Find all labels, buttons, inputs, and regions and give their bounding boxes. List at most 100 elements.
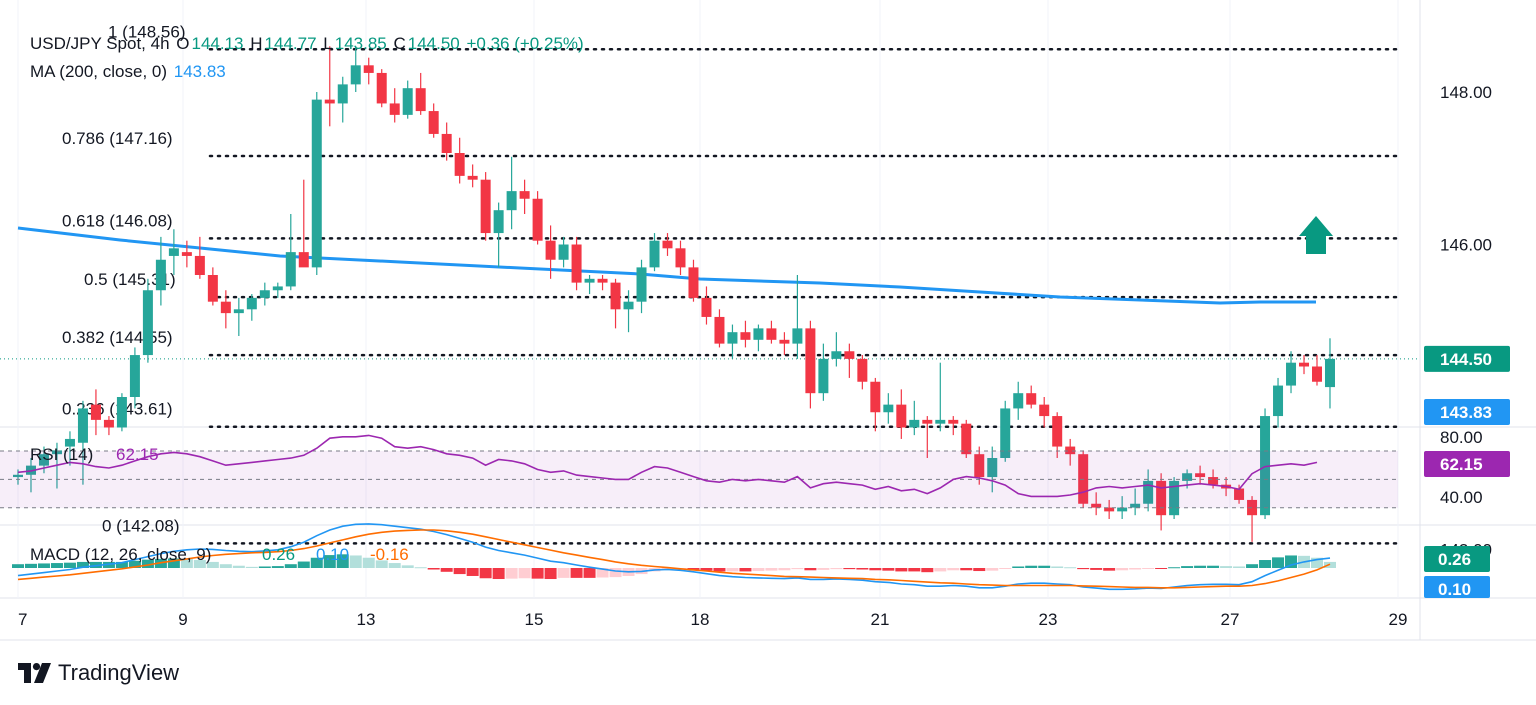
candle-body — [792, 328, 803, 344]
macd-histogram-bar — [544, 568, 557, 580]
high-value: 144.77 — [264, 34, 317, 53]
date-tick-label: 27 — [1221, 610, 1240, 629]
candle-body — [103, 419, 114, 428]
candle-body — [298, 252, 309, 268]
candle-body — [1169, 480, 1180, 516]
grid — [0, 0, 1536, 641]
price-tick-label: 148.00 — [1440, 83, 1492, 102]
macd-histogram-bar — [349, 555, 362, 568]
macd-histogram-bar — [1259, 560, 1272, 568]
candle-body — [181, 252, 192, 256]
macd-signal-value: -0.16 — [370, 545, 409, 564]
macd-histogram-bar — [167, 558, 180, 568]
candle-body — [779, 339, 790, 344]
macd-histogram-bar — [518, 568, 531, 579]
candle-body — [363, 65, 374, 73]
ma-legend: MA (200, close, 0) 143.83 — [30, 62, 228, 82]
macd-histogram-bar — [1129, 568, 1142, 570]
candle-body — [324, 99, 335, 104]
macd-histogram-bar — [258, 566, 271, 568]
date-tick-label: 21 — [871, 610, 890, 629]
macd-histogram-bar — [869, 568, 882, 571]
macd-histogram-bar — [1207, 565, 1220, 568]
up-arrow-icon — [1299, 216, 1333, 254]
candle-body — [1130, 503, 1141, 508]
symbol-title[interactable]: USD/JPY Spot, 4h — [30, 34, 170, 53]
rsi-tick-label: 40.00 — [1440, 488, 1483, 507]
macd-histogram-bar — [37, 563, 50, 568]
macd-histogram-bar — [557, 568, 570, 578]
candle-body — [1286, 362, 1297, 386]
macd-histogram-bar — [1168, 567, 1181, 569]
candle-body — [272, 286, 283, 291]
macd-histogram-bar — [401, 565, 414, 568]
ma-value: 143.83 — [173, 62, 226, 81]
candle-body — [90, 404, 101, 420]
candle-body — [1312, 366, 1322, 382]
macd-histogram-bar — [362, 557, 375, 568]
open-value: 144.13 — [191, 34, 244, 53]
macd-histogram-bar — [830, 568, 843, 570]
rsi-label: RSI (14) — [30, 445, 93, 464]
candle-body — [376, 72, 387, 104]
macd-histogram-bar — [999, 568, 1012, 569]
fib-level-label: 0.5 (145.31) — [84, 270, 176, 289]
date-tick-label: 9 — [178, 610, 187, 629]
rsi-line — [17, 434, 1318, 498]
candle-body — [896, 404, 907, 428]
macd-histogram-bar — [284, 564, 297, 568]
candle-body — [259, 290, 270, 298]
macd-histogram-bar — [947, 568, 960, 571]
macd-histogram-bar — [570, 568, 583, 578]
tradingview-brand[interactable]: TradingView — [18, 660, 179, 686]
candle-body — [883, 404, 894, 413]
macd-histogram-bar — [414, 567, 427, 569]
ma-label[interactable]: MA (200, close, 0) — [30, 62, 168, 81]
macd-label: MACD (12, 26, close, 9) — [30, 545, 211, 564]
macd-histogram-bar — [1025, 565, 1038, 568]
fib-level-label: 0.618 (146.08) — [62, 211, 173, 230]
candle-body — [415, 88, 426, 112]
macd-histogram-bar — [12, 564, 24, 568]
candle-body — [1052, 416, 1063, 447]
candle-body — [519, 191, 530, 199]
macd-value-badge-label: 0.10 — [1438, 580, 1471, 599]
candle-body — [506, 191, 517, 211]
ma-price-label: 143.83 — [1440, 403, 1492, 422]
low-label: L — [323, 34, 333, 53]
macd-histogram-bar — [1077, 568, 1090, 570]
macd-histogram-bar — [1181, 566, 1194, 568]
macd-histogram-bar — [1051, 566, 1064, 568]
candle-body — [1065, 446, 1076, 455]
macd-histogram-bar — [336, 554, 349, 568]
candle-body — [168, 248, 179, 256]
macd-histogram-bar — [726, 568, 739, 572]
candle-body — [1234, 488, 1245, 500]
change-value: +0.36 (+0.25%) — [466, 34, 584, 53]
macd-value-badge — [1424, 576, 1490, 598]
macd-histogram-bar — [765, 568, 778, 571]
macd-histogram-bar — [1272, 557, 1285, 568]
macd-histogram-bar — [479, 568, 492, 579]
macd-histogram-bar — [1012, 566, 1025, 568]
macd-histogram-bar — [908, 568, 921, 572]
macd-histogram-bar — [466, 568, 479, 576]
candle-body — [1195, 473, 1206, 478]
candle-body — [13, 474, 23, 478]
macd-histogram-bar — [115, 561, 128, 568]
macd-histogram-bar — [596, 568, 609, 578]
date-tick-label: 15 — [525, 610, 544, 629]
rsi-badge-label: 62.15 — [1440, 455, 1483, 474]
macd-hist-badge-label: 0.26 — [1438, 550, 1471, 569]
candle-body — [753, 328, 764, 340]
macd-histogram-bar — [856, 568, 869, 570]
candle-body — [1091, 503, 1102, 508]
candle-body — [402, 88, 413, 115]
macd-histogram-bar — [791, 568, 804, 570]
macd-histogram-bar — [804, 568, 817, 571]
candle-body — [1013, 393, 1024, 409]
price-pane — [0, 46, 1420, 542]
candle-body — [1104, 507, 1115, 512]
candle-body — [207, 275, 218, 302]
